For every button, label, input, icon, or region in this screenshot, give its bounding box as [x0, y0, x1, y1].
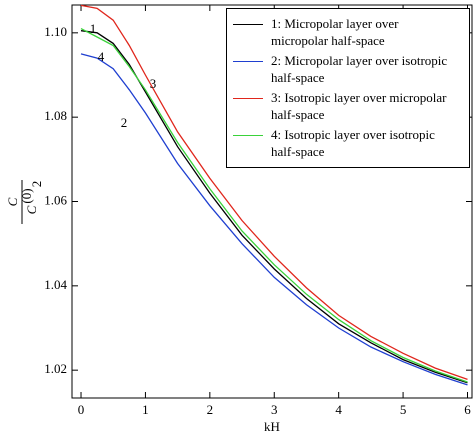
legend-entry: 2: Micropolar layer over isotropic half-… — [233, 52, 465, 89]
legend-swatch — [233, 135, 263, 136]
legend-label: 4: Isotropic layer over isotropic half-s… — [271, 127, 435, 159]
x-tick-label: 5 — [400, 402, 407, 417]
legend-swatch — [233, 61, 263, 62]
legend-label: 3: Isotropic layer over micropolar half-… — [271, 90, 447, 122]
x-tick-label: 0 — [78, 402, 85, 417]
y-label-sup: (0) — [19, 188, 34, 203]
y-label-denominator: C — [24, 205, 39, 214]
y-tick-label: 1.10 — [44, 24, 67, 39]
curve-annotation: 2 — [121, 115, 128, 130]
curve-annotation: 4 — [98, 49, 105, 64]
y-tick-label: 1.06 — [44, 192, 67, 207]
legend-entry: 1: Micropolar layer over micropolar half… — [233, 15, 465, 52]
series-line — [80, 28, 468, 383]
curve-annotation: 1 — [90, 21, 97, 36]
legend-swatch — [233, 24, 263, 25]
legend-entry: 3: Isotropic layer over micropolar half-… — [233, 89, 465, 126]
curve-annotation: 3 — [150, 76, 157, 91]
x-axis-label: kH — [264, 419, 280, 434]
y-tick-label: 1.02 — [44, 361, 67, 376]
legend-entry: 4: Isotropic layer over isotropic half-s… — [233, 126, 465, 163]
y-axis-label: C C (0) 2 — [5, 180, 44, 224]
y-tick-label: 1.08 — [44, 108, 67, 123]
y-label-numerator: C — [5, 197, 20, 206]
x-tick-label: 6 — [464, 402, 471, 417]
legend: 1: Micropolar layer over micropolar half… — [226, 8, 470, 168]
y-label-sub: 2 — [29, 181, 44, 188]
series-line — [80, 4, 468, 381]
x-tick-label: 1 — [142, 402, 149, 417]
x-tick-label: 4 — [335, 402, 342, 417]
legend-label: 1: Micropolar layer over micropolar half… — [271, 16, 399, 48]
legend-label: 2: Micropolar layer over isotropic half-… — [271, 53, 448, 85]
series-line — [80, 53, 468, 386]
legend-swatch — [233, 98, 263, 99]
series-line — [80, 30, 468, 384]
x-tick-label: 3 — [271, 402, 278, 417]
y-tick-label: 1.04 — [44, 277, 67, 292]
x-tick-label: 2 — [207, 402, 214, 417]
